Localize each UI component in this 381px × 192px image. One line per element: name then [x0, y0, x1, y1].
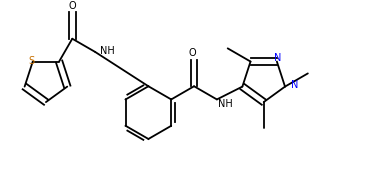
Text: NH: NH — [100, 46, 115, 56]
Text: NH: NH — [218, 99, 233, 109]
Text: S: S — [28, 56, 34, 66]
Text: O: O — [69, 1, 76, 11]
Text: N: N — [274, 53, 281, 63]
Text: O: O — [189, 48, 196, 58]
Text: N: N — [291, 80, 298, 90]
